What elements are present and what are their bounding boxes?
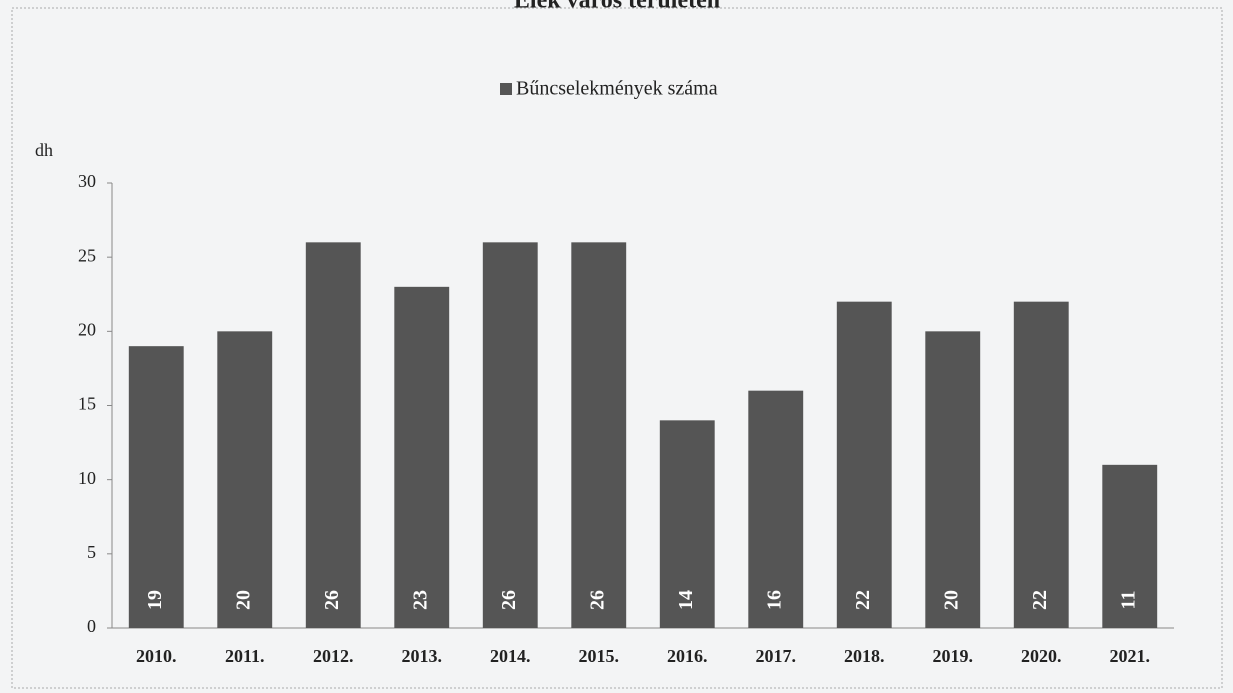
data-label: 19 xyxy=(144,590,166,610)
data-label: 20 xyxy=(232,590,254,610)
x-tick-label: 2020. xyxy=(1021,646,1062,666)
x-tick-label: 2015. xyxy=(579,646,620,666)
bar xyxy=(482,242,538,629)
data-label: 23 xyxy=(409,590,431,610)
x-tick-label: 2012. xyxy=(313,646,354,666)
bar xyxy=(571,242,627,629)
data-label: 26 xyxy=(586,590,608,610)
data-label: 20 xyxy=(940,590,962,610)
bar xyxy=(659,420,715,628)
x-tick-label: 2016. xyxy=(667,646,708,666)
bar xyxy=(1102,464,1158,628)
x-tick-label: 2021. xyxy=(1110,646,1151,666)
data-label: 26 xyxy=(321,590,343,610)
bar xyxy=(394,286,450,628)
bar xyxy=(925,331,981,628)
data-label: 14 xyxy=(675,590,697,610)
x-tick-label: 2011. xyxy=(225,646,265,666)
bar xyxy=(1013,301,1069,628)
y-tick-label: 0 xyxy=(87,616,96,636)
x-tick-label: 2010. xyxy=(136,646,177,666)
x-tick-label: 2013. xyxy=(402,646,443,666)
x-tick-label: 2017. xyxy=(756,646,797,666)
y-tick-label: 10 xyxy=(78,468,96,488)
data-label: 11 xyxy=(1117,591,1139,610)
y-tick-label: 20 xyxy=(78,319,96,339)
bar xyxy=(748,390,804,628)
bar xyxy=(305,242,361,629)
x-tick-label: 2014. xyxy=(490,646,531,666)
y-tick-label: 30 xyxy=(78,171,96,191)
data-label: 22 xyxy=(1029,590,1051,610)
chart-title: Elek város területén xyxy=(514,0,720,14)
y-tick-label: 25 xyxy=(78,245,96,265)
y-tick-label: 5 xyxy=(87,542,96,562)
legend-label: Bűncselekmények száma xyxy=(516,78,718,100)
legend-swatch xyxy=(500,83,512,95)
data-label: 22 xyxy=(852,590,874,610)
chart-frame xyxy=(11,7,1223,689)
data-label: 16 xyxy=(763,590,785,610)
y-tick-label: 15 xyxy=(78,394,96,414)
x-tick-label: 2019. xyxy=(933,646,974,666)
y-axis-label: dh xyxy=(35,140,53,160)
data-label: 26 xyxy=(498,590,520,610)
bar xyxy=(128,346,184,628)
bar xyxy=(217,331,273,628)
bar xyxy=(836,301,892,628)
x-tick-label: 2018. xyxy=(844,646,885,666)
